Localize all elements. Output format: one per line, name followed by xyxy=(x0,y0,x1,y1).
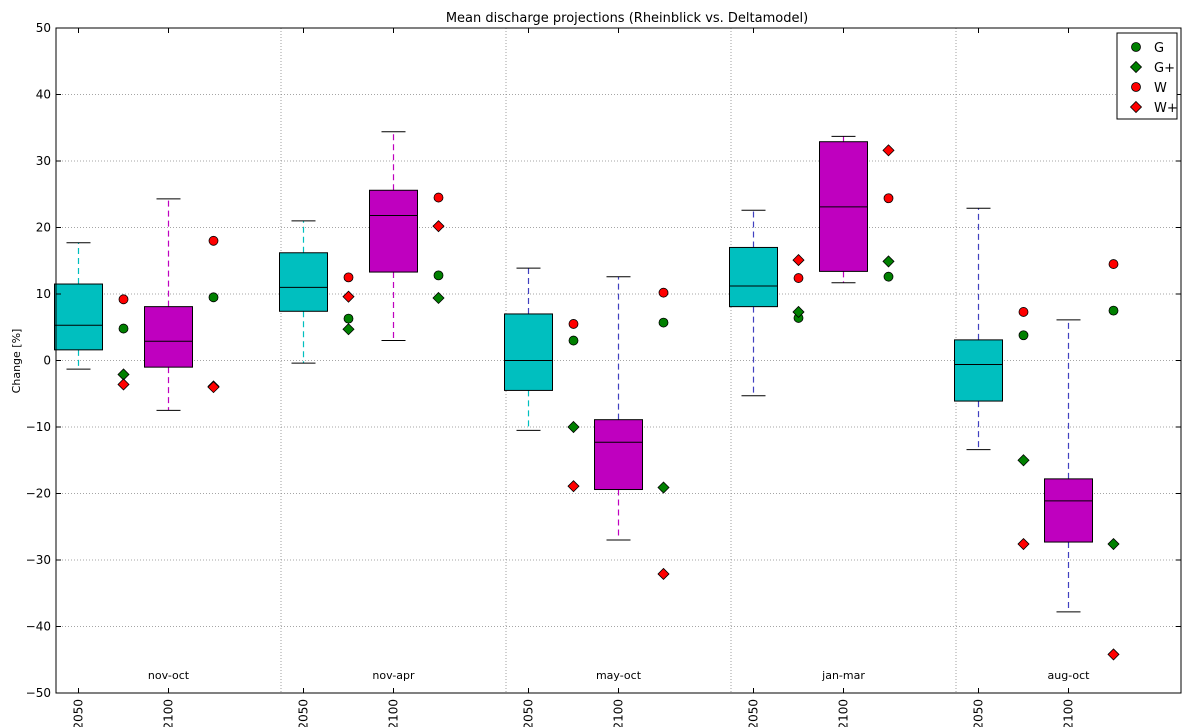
point-W xyxy=(883,193,894,204)
point-G xyxy=(343,313,354,324)
x-tick-label: 2100 xyxy=(612,699,626,727)
point-W xyxy=(343,272,354,283)
box-2050 xyxy=(729,246,778,308)
box-2100 xyxy=(1044,478,1093,543)
point-G-plus xyxy=(1017,454,1030,467)
point-W-plus xyxy=(1107,648,1120,661)
legend-label-W-plus: W+ xyxy=(1154,101,1178,116)
point-W-plus xyxy=(657,567,670,581)
y-tick-label: −10 xyxy=(26,420,51,434)
point-W xyxy=(658,287,669,298)
y-tick-label: 40 xyxy=(36,88,51,102)
point-W-plus xyxy=(207,381,220,394)
point-W-plus xyxy=(792,254,805,267)
box-2050 xyxy=(279,252,328,312)
legend-marker-W-plus xyxy=(1129,100,1143,114)
box-2100 xyxy=(369,189,418,273)
y-axis-label: Change [%] xyxy=(10,329,23,394)
y-tick-label: 50 xyxy=(36,21,51,35)
point-G-plus xyxy=(432,291,445,305)
axes-layer: 2050 2100 2050 2100 2050 2100 2050 2100 2050 2100… xyxy=(26,21,1182,727)
legend-marker-W xyxy=(1131,82,1141,92)
x-tick-label: 2100 xyxy=(1062,699,1076,727)
point-W xyxy=(568,319,579,329)
point-W-plus xyxy=(882,144,895,157)
box-2050 xyxy=(54,283,103,351)
box-2100 xyxy=(594,419,643,491)
group-label-jan-mar: jan-mar xyxy=(821,669,865,682)
point-G xyxy=(568,335,579,346)
y-tick-label: −30 xyxy=(26,553,51,567)
point-W-plus xyxy=(117,378,130,391)
point-G-plus xyxy=(792,305,805,319)
point-G xyxy=(208,292,219,303)
group-label-nov-oct: nov-oct xyxy=(148,669,190,682)
box-2050 xyxy=(954,339,1003,402)
point-W xyxy=(208,235,219,246)
point-W-plus xyxy=(567,480,580,493)
point-G xyxy=(883,271,894,282)
point-W xyxy=(118,294,129,305)
x-tick-label: 2050 xyxy=(297,699,311,727)
point-G xyxy=(118,323,129,334)
x-tick-label: 2050 xyxy=(522,699,536,727)
y-tick-label: −20 xyxy=(26,487,51,501)
box-group-nov-apr: nov-apr xyxy=(279,131,445,682)
y-tick-label: −40 xyxy=(26,620,51,634)
point-W xyxy=(433,192,444,203)
box-group-may-oct: may-oct xyxy=(504,267,670,682)
point-G-plus xyxy=(882,255,895,268)
legend-label-G: G xyxy=(1154,41,1164,56)
x-tick-label: 2100 xyxy=(837,699,851,727)
legend-box xyxy=(1116,32,1178,120)
point-G-plus xyxy=(342,323,355,336)
x-tick-label: 2050 xyxy=(747,699,761,727)
legend-label-W: W xyxy=(1154,81,1167,96)
point-G xyxy=(658,317,669,328)
chart-title: Mean discharge projections (Rheinblick v… xyxy=(446,11,808,26)
box-2050 xyxy=(504,313,553,391)
group-label-aug-oct: aug-oct xyxy=(1048,669,1091,682)
x-tick-label: 2050 xyxy=(972,699,986,727)
y-tick-label: 30 xyxy=(36,154,51,168)
point-G-plus xyxy=(1107,537,1120,551)
point-G xyxy=(1018,330,1029,341)
point-W xyxy=(1108,259,1119,269)
y-tick-label: 10 xyxy=(36,287,51,301)
plot-layer: nov-oct nov-apr may-oct jan-mar aug-oct xyxy=(54,131,1120,682)
point-W xyxy=(793,273,804,283)
legend: G G+ W W+ xyxy=(1116,32,1178,120)
point-W-plus xyxy=(1017,537,1030,551)
legend-label-G-plus: G+ xyxy=(1154,61,1175,76)
box-2100 xyxy=(144,306,193,368)
point-G-plus xyxy=(567,420,580,434)
x-tick-label: 2100 xyxy=(387,699,401,727)
y-tick-label: −50 xyxy=(26,686,51,700)
x-tick-label: 2100 xyxy=(162,699,176,727)
box-group-jan-mar: jan-mar xyxy=(729,135,895,682)
legend-marker-G-plus xyxy=(1129,60,1143,74)
box-group-aug-oct: aug-oct xyxy=(954,207,1120,682)
point-G-plus xyxy=(657,481,670,494)
box-group-nov-oct: nov-oct xyxy=(54,198,220,682)
y-tick-label: 0 xyxy=(43,354,51,368)
point-W-plus xyxy=(342,290,355,303)
x-tick-label: 2050 xyxy=(72,699,86,727)
legend-marker-G xyxy=(1131,42,1141,52)
point-G xyxy=(433,270,444,281)
group-label-nov-apr: nov-apr xyxy=(372,669,415,682)
point-W-plus xyxy=(432,220,445,233)
point-W xyxy=(1018,307,1029,317)
plot-frame xyxy=(55,27,1182,694)
point-G xyxy=(1108,305,1119,316)
y-tick-label: 20 xyxy=(36,221,51,235)
group-label-may-oct: may-oct xyxy=(596,669,642,682)
